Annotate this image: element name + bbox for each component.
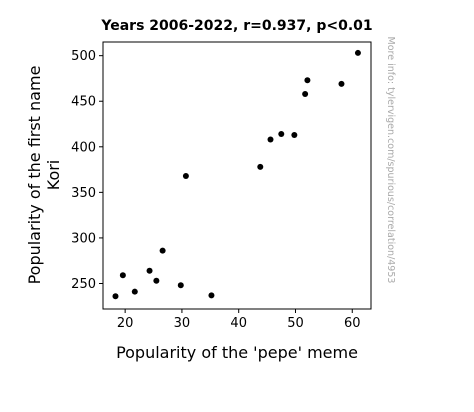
- x-tick-label: 30: [174, 316, 191, 331]
- data-point: [354, 49, 361, 56]
- y-axis-label-line-2: Kori: [44, 160, 63, 191]
- data-point: [257, 163, 264, 170]
- y-tick-label: 450: [71, 95, 96, 110]
- data-point: [182, 172, 189, 179]
- data-point: [177, 282, 184, 289]
- watermark-text: More info: tylervigen.com/spurious/corre…: [385, 37, 396, 284]
- x-tick-label: 40: [230, 316, 247, 331]
- data-point: [278, 131, 285, 138]
- plot-area: 20 30 40 50 60 250 300 350 400 450 500: [71, 41, 372, 331]
- y-tick-label: 250: [71, 277, 96, 292]
- x-axis: 20 30 40 50 60: [117, 309, 361, 331]
- data-points: [112, 49, 361, 300]
- x-tick-label: 60: [344, 316, 361, 331]
- data-point: [267, 136, 274, 143]
- y-axis: 250 300 350 400 450 500: [71, 49, 103, 292]
- watermark-group: More info: tylervigen.com/spurious/corre…: [385, 37, 396, 284]
- data-point: [304, 77, 311, 84]
- data-point: [112, 293, 119, 300]
- y-axis-label-line-1: Popularity of the first name: [25, 66, 44, 285]
- data-point: [159, 247, 166, 254]
- data-point: [119, 272, 126, 279]
- x-tick-label: 20: [117, 316, 134, 331]
- data-point: [146, 267, 153, 274]
- data-point: [131, 288, 138, 295]
- y-tick-label: 500: [71, 49, 96, 64]
- data-point: [208, 292, 215, 299]
- data-point: [302, 90, 309, 97]
- y-tick-label: 350: [71, 186, 96, 201]
- y-tick-label: 300: [71, 231, 96, 246]
- x-tick-label: 50: [287, 316, 304, 331]
- data-point: [153, 277, 160, 284]
- y-tick-label: 400: [71, 140, 96, 155]
- chart-title: Years 2006-2022, r=0.937, p<0.01: [100, 18, 372, 34]
- y-axis-label-group: Popularity of the first name Kori: [25, 66, 63, 285]
- plot-frame: [102, 41, 372, 310]
- x-axis-label: Popularity of the 'pepe' meme: [116, 343, 358, 362]
- data-point: [291, 131, 298, 138]
- data-point: [338, 80, 345, 87]
